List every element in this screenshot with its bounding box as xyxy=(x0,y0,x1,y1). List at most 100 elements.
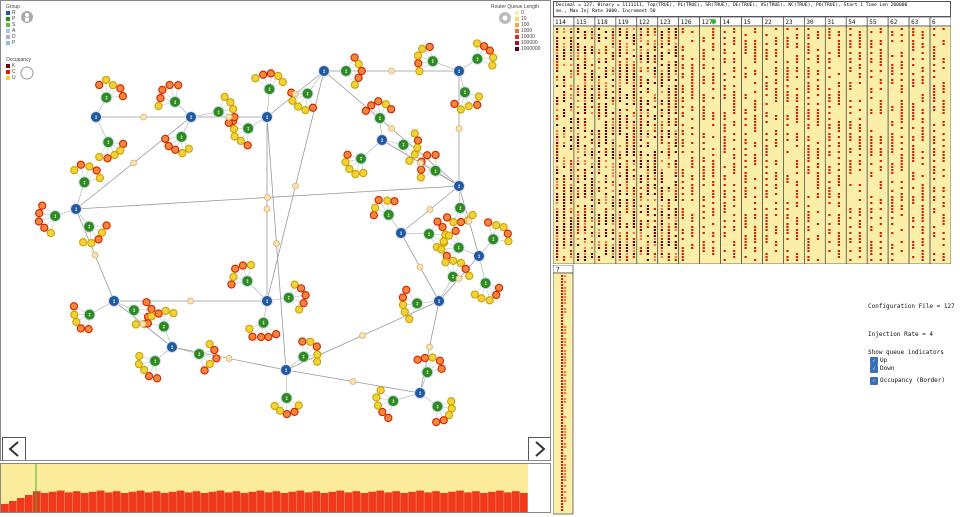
leaf-node[interactable] xyxy=(451,226,460,236)
switch-node[interactable] xyxy=(149,355,162,368)
leaf-node[interactable] xyxy=(373,401,383,410)
leaf-node[interactable] xyxy=(87,239,96,248)
prev-button[interactable] xyxy=(2,437,26,460)
switch-node[interactable] xyxy=(431,400,444,413)
leaf-node[interactable] xyxy=(266,69,275,78)
leaf-node[interactable] xyxy=(95,80,104,90)
leaf-node[interactable] xyxy=(503,229,512,238)
leaf-node[interactable] xyxy=(437,245,446,254)
leaf-node[interactable] xyxy=(504,237,513,246)
leaf-node[interactable] xyxy=(494,283,504,293)
router-node[interactable] xyxy=(453,65,465,77)
leaf-node[interactable] xyxy=(410,129,419,138)
leaf-node[interactable] xyxy=(40,223,49,232)
leaf-node[interactable] xyxy=(290,280,299,289)
heatmap-column[interactable] xyxy=(741,25,763,264)
leaf-node[interactable] xyxy=(200,366,209,375)
leaf-node[interactable] xyxy=(414,59,423,68)
switch-node[interactable] xyxy=(458,86,471,99)
timeline-bar-chart[interactable] xyxy=(0,463,551,513)
occupancy-checkbox-row[interactable]: ✓ Occupancy (Border) xyxy=(870,377,960,385)
switch-node[interactable] xyxy=(241,275,254,288)
leaf-node[interactable] xyxy=(34,217,44,226)
leaf-node[interactable] xyxy=(274,71,283,81)
leaf-node[interactable] xyxy=(165,80,174,90)
leaf-node[interactable] xyxy=(374,97,383,106)
switch-node[interactable] xyxy=(454,201,467,214)
switch-node[interactable] xyxy=(282,291,295,304)
leaf-node[interactable] xyxy=(312,342,321,351)
leaf-node[interactable] xyxy=(103,154,112,163)
router-node[interactable] xyxy=(185,111,197,123)
switch-node[interactable] xyxy=(471,52,484,65)
switch-node[interactable] xyxy=(426,55,439,68)
leaf-node[interactable] xyxy=(110,150,119,160)
heatmap-column[interactable] xyxy=(929,25,951,264)
switch-node[interactable] xyxy=(421,366,434,379)
link-heatmap-secondary[interactable]: 7 xyxy=(553,265,575,515)
leaf-node[interactable] xyxy=(383,196,392,205)
switch-node[interactable] xyxy=(301,87,314,100)
leaf-node[interactable] xyxy=(301,291,310,300)
leaf-node[interactable] xyxy=(154,101,163,111)
leaf-node[interactable] xyxy=(456,217,466,227)
leaf-node[interactable] xyxy=(374,195,383,205)
leaf-node[interactable] xyxy=(398,300,408,310)
leaf-node[interactable] xyxy=(372,393,381,402)
leaf-node[interactable] xyxy=(238,261,248,270)
down-checkbox[interactable]: ✓ xyxy=(870,365,878,373)
switch-node[interactable] xyxy=(78,176,91,189)
group-toggle-icon[interactable] xyxy=(20,10,34,24)
router-node[interactable] xyxy=(70,203,82,215)
switch-node[interactable] xyxy=(355,152,368,165)
switch-node[interactable] xyxy=(280,391,293,404)
leaf-node[interactable] xyxy=(447,397,456,406)
leaf-node[interactable] xyxy=(308,103,318,112)
leaf-node[interactable] xyxy=(413,355,422,364)
leaf-node[interactable] xyxy=(79,238,88,247)
leaf-node[interactable] xyxy=(296,284,306,293)
leaf-node[interactable] xyxy=(313,350,322,359)
switch-node[interactable] xyxy=(297,350,310,363)
leaf-node[interactable] xyxy=(422,151,432,160)
leaf-node[interactable] xyxy=(243,141,252,150)
leaf-node[interactable] xyxy=(376,386,385,395)
switch-node[interactable] xyxy=(127,304,140,317)
leaf-node[interactable] xyxy=(147,312,156,321)
leaf-node[interactable] xyxy=(251,74,260,83)
leaf-node[interactable] xyxy=(492,290,501,300)
leaf-node[interactable] xyxy=(147,304,156,314)
leaf-node[interactable] xyxy=(46,228,56,238)
leaf-node[interactable] xyxy=(69,302,79,311)
leaf-node[interactable] xyxy=(473,100,482,110)
leaf-node[interactable] xyxy=(290,407,299,417)
leaf-node[interactable] xyxy=(288,96,297,105)
leaf-node[interactable] xyxy=(405,314,414,324)
leaf-node[interactable] xyxy=(94,235,103,244)
down-checkbox-row[interactable]: ✓ Down xyxy=(870,365,960,373)
leaf-node[interactable] xyxy=(499,222,508,232)
leaf-node[interactable] xyxy=(410,150,419,159)
leaf-node[interactable] xyxy=(205,359,215,369)
leaf-node[interactable] xyxy=(154,309,163,318)
leaf-node[interactable] xyxy=(70,310,79,319)
queue-toggle-icon[interactable] xyxy=(498,11,512,25)
leaf-node[interactable] xyxy=(433,217,442,226)
leaf-node[interactable] xyxy=(205,340,214,349)
leaf-node[interactable] xyxy=(425,42,434,52)
leaf-node[interactable] xyxy=(116,146,125,155)
leaf-node[interactable] xyxy=(102,221,111,230)
router-node[interactable] xyxy=(280,364,292,376)
leaf-node[interactable] xyxy=(343,150,352,159)
switch-node[interactable] xyxy=(382,208,395,221)
leaf-node[interactable] xyxy=(479,42,489,51)
leaf-node[interactable] xyxy=(158,85,167,95)
heatmap-marker-icon[interactable] xyxy=(711,19,717,24)
switch-node[interactable] xyxy=(100,91,113,104)
router-node[interactable] xyxy=(414,387,426,399)
leaf-node[interactable] xyxy=(456,105,465,114)
leaf-node[interactable] xyxy=(312,357,322,366)
leaf-node[interactable] xyxy=(85,162,94,171)
router-node[interactable] xyxy=(395,227,407,239)
leaf-node[interactable] xyxy=(169,309,178,318)
